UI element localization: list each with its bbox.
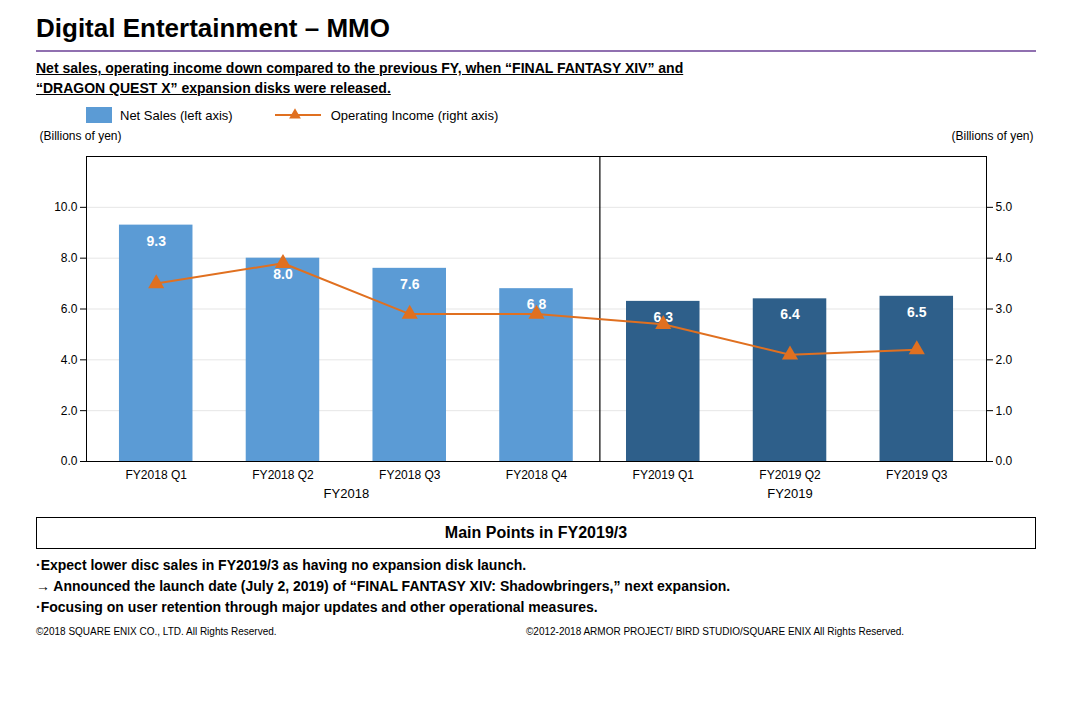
svg-text:(Billions of yen): (Billions of yen) [951,129,1033,143]
svg-text:FY2019 Q2: FY2019 Q2 [759,468,821,482]
html-text:©2018 SQUARE ENIX CO., LTD. Al: ©2018 SQUARE ENIX CO., LTD. All Rights R… [36,626,277,637]
svg-text:FY2018: FY2018 [324,486,370,501]
svg-text:8.0: 8.0 [61,251,78,265]
html-text:→ Announced the launch date (J: → Announced the launch date (July 2, 201… [36,578,731,594]
svg-text:10.0: 10.0 [54,200,78,214]
svg-text:8.0: 8.0 [273,266,293,282]
svg-text:6.4: 6.4 [780,306,800,322]
html-text:Digital Entertainment – MMO: Digital Entertainment – MMO [36,13,390,43]
svg-text:6.5: 6.5 [907,304,927,320]
html-text:Net Sales (left axis): Net Sales (left axis) [120,107,233,123]
svg-text:FY2018 Q1: FY2018 Q1 [126,468,188,482]
svg-text:0.0: 0.0 [61,454,78,468]
html-text:Net sales, operating income do: Net sales, operating income down compare… [36,60,684,76]
svg-text:FY2018 Q3: FY2018 Q3 [379,468,441,482]
svg-text:FY2019: FY2019 [767,486,813,501]
svg-text:6.0: 6.0 [61,302,78,316]
svg-text:9.3: 9.3 [146,233,166,249]
svg-text:3.0: 3.0 [996,302,1013,316]
svg-text:2.0: 2.0 [61,404,78,418]
svg-text:7.6: 7.6 [400,276,420,292]
svg-text:4.0: 4.0 [61,353,78,367]
html-text:·Focusing on user retention th: ·Focusing on user retention through majo… [36,599,598,615]
html-text:“DRAGON QUEST X” expansion dis: “DRAGON QUEST X” expansion disks were re… [36,80,391,96]
svg-text:FY2019 Q1: FY2019 Q1 [633,468,695,482]
svg-text:FY2018 Q4: FY2018 Q4 [506,468,568,482]
svg-text:6.3: 6.3 [654,309,674,325]
svg-text:6.8: 6.8 [527,296,547,312]
svg-text:1.0: 1.0 [996,404,1013,418]
html-text:·Expect lower disc sales in FY: ·Expect lower disc sales in FY2019/3 as … [36,557,527,573]
html-text:©2012-2018 ARMOR PROJECT/ BIRD: ©2012-2018 ARMOR PROJECT/ BIRD STUDIO/SQ… [526,626,904,637]
svg-text:4.0: 4.0 [996,251,1013,265]
svg-text:(Billions of yen): (Billions of yen) [40,129,122,143]
svg-text:FY2018 Q2: FY2018 Q2 [252,468,314,482]
svg-text:5.0: 5.0 [996,200,1013,214]
html-text:Operating Income (right axis): Operating Income (right axis) [330,107,499,123]
html-text:Main Points in FY2019/3: Main Points in FY2019/3 [444,524,628,541]
svg-text:0.0: 0.0 [996,454,1013,468]
svg-text:2.0: 2.0 [996,353,1013,367]
svg-text:FY2019 Q3: FY2019 Q3 [886,468,948,482]
